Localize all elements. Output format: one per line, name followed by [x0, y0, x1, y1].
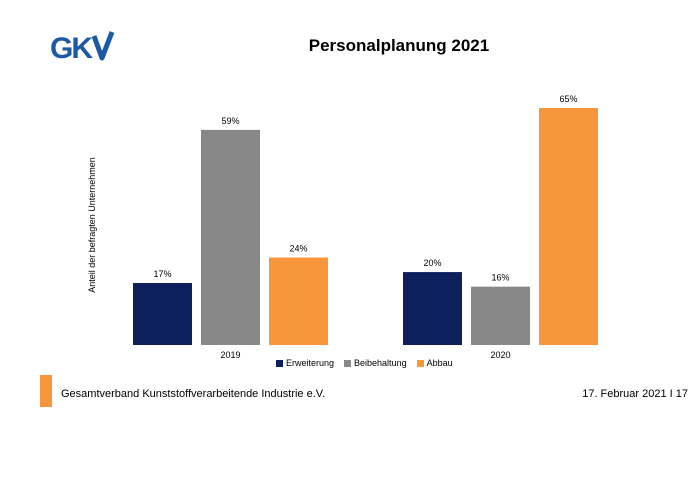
x-tick-label: 2020 — [490, 350, 510, 360]
chart-title: Personalplanung 2021 — [308, 36, 490, 55]
bar-erweiterung-2020 — [403, 272, 462, 345]
footer-date-page: 17. Februar 2021 I 17 — [582, 388, 688, 400]
legend-swatch — [416, 359, 424, 367]
footer-organization: Gesamtverband Kunststoffverarbeitende In… — [61, 388, 326, 400]
legend-swatch — [344, 359, 352, 367]
data-label: 24% — [289, 243, 307, 253]
data-label: 17% — [153, 269, 171, 279]
legend-label: Erweiterung — [286, 358, 335, 368]
legend-item-beibehaltung: Beibehaltung — [344, 358, 407, 368]
legend-item-abbau: Abbau — [416, 358, 453, 368]
legend-item-erweiterung: Erweiterung — [276, 358, 334, 368]
data-label: 65% — [559, 94, 577, 104]
x-tick-label: 2019 — [220, 350, 240, 360]
footer-accent-bar — [40, 375, 52, 407]
data-label: 20% — [423, 258, 441, 268]
gkv-logo: GK — [50, 31, 115, 64]
legend-swatch — [276, 359, 283, 367]
bar-beibehaltung-2019 — [201, 129, 260, 345]
data-label: 59% — [221, 116, 239, 126]
legend-label: Beibehaltung — [354, 358, 407, 368]
data-label: 16% — [491, 273, 509, 283]
bar-erweiterung-2019 — [133, 283, 192, 345]
svg-text:GK: GK — [50, 32, 93, 64]
bar-abbau-2019 — [269, 257, 328, 345]
legend-label: Abbau — [426, 358, 453, 368]
bar-beibehaltung-2020 — [471, 286, 530, 345]
chart-legend: Erweiterung Beibehaltung Abbau — [276, 358, 453, 368]
bar-abbau-2020 — [539, 108, 598, 345]
